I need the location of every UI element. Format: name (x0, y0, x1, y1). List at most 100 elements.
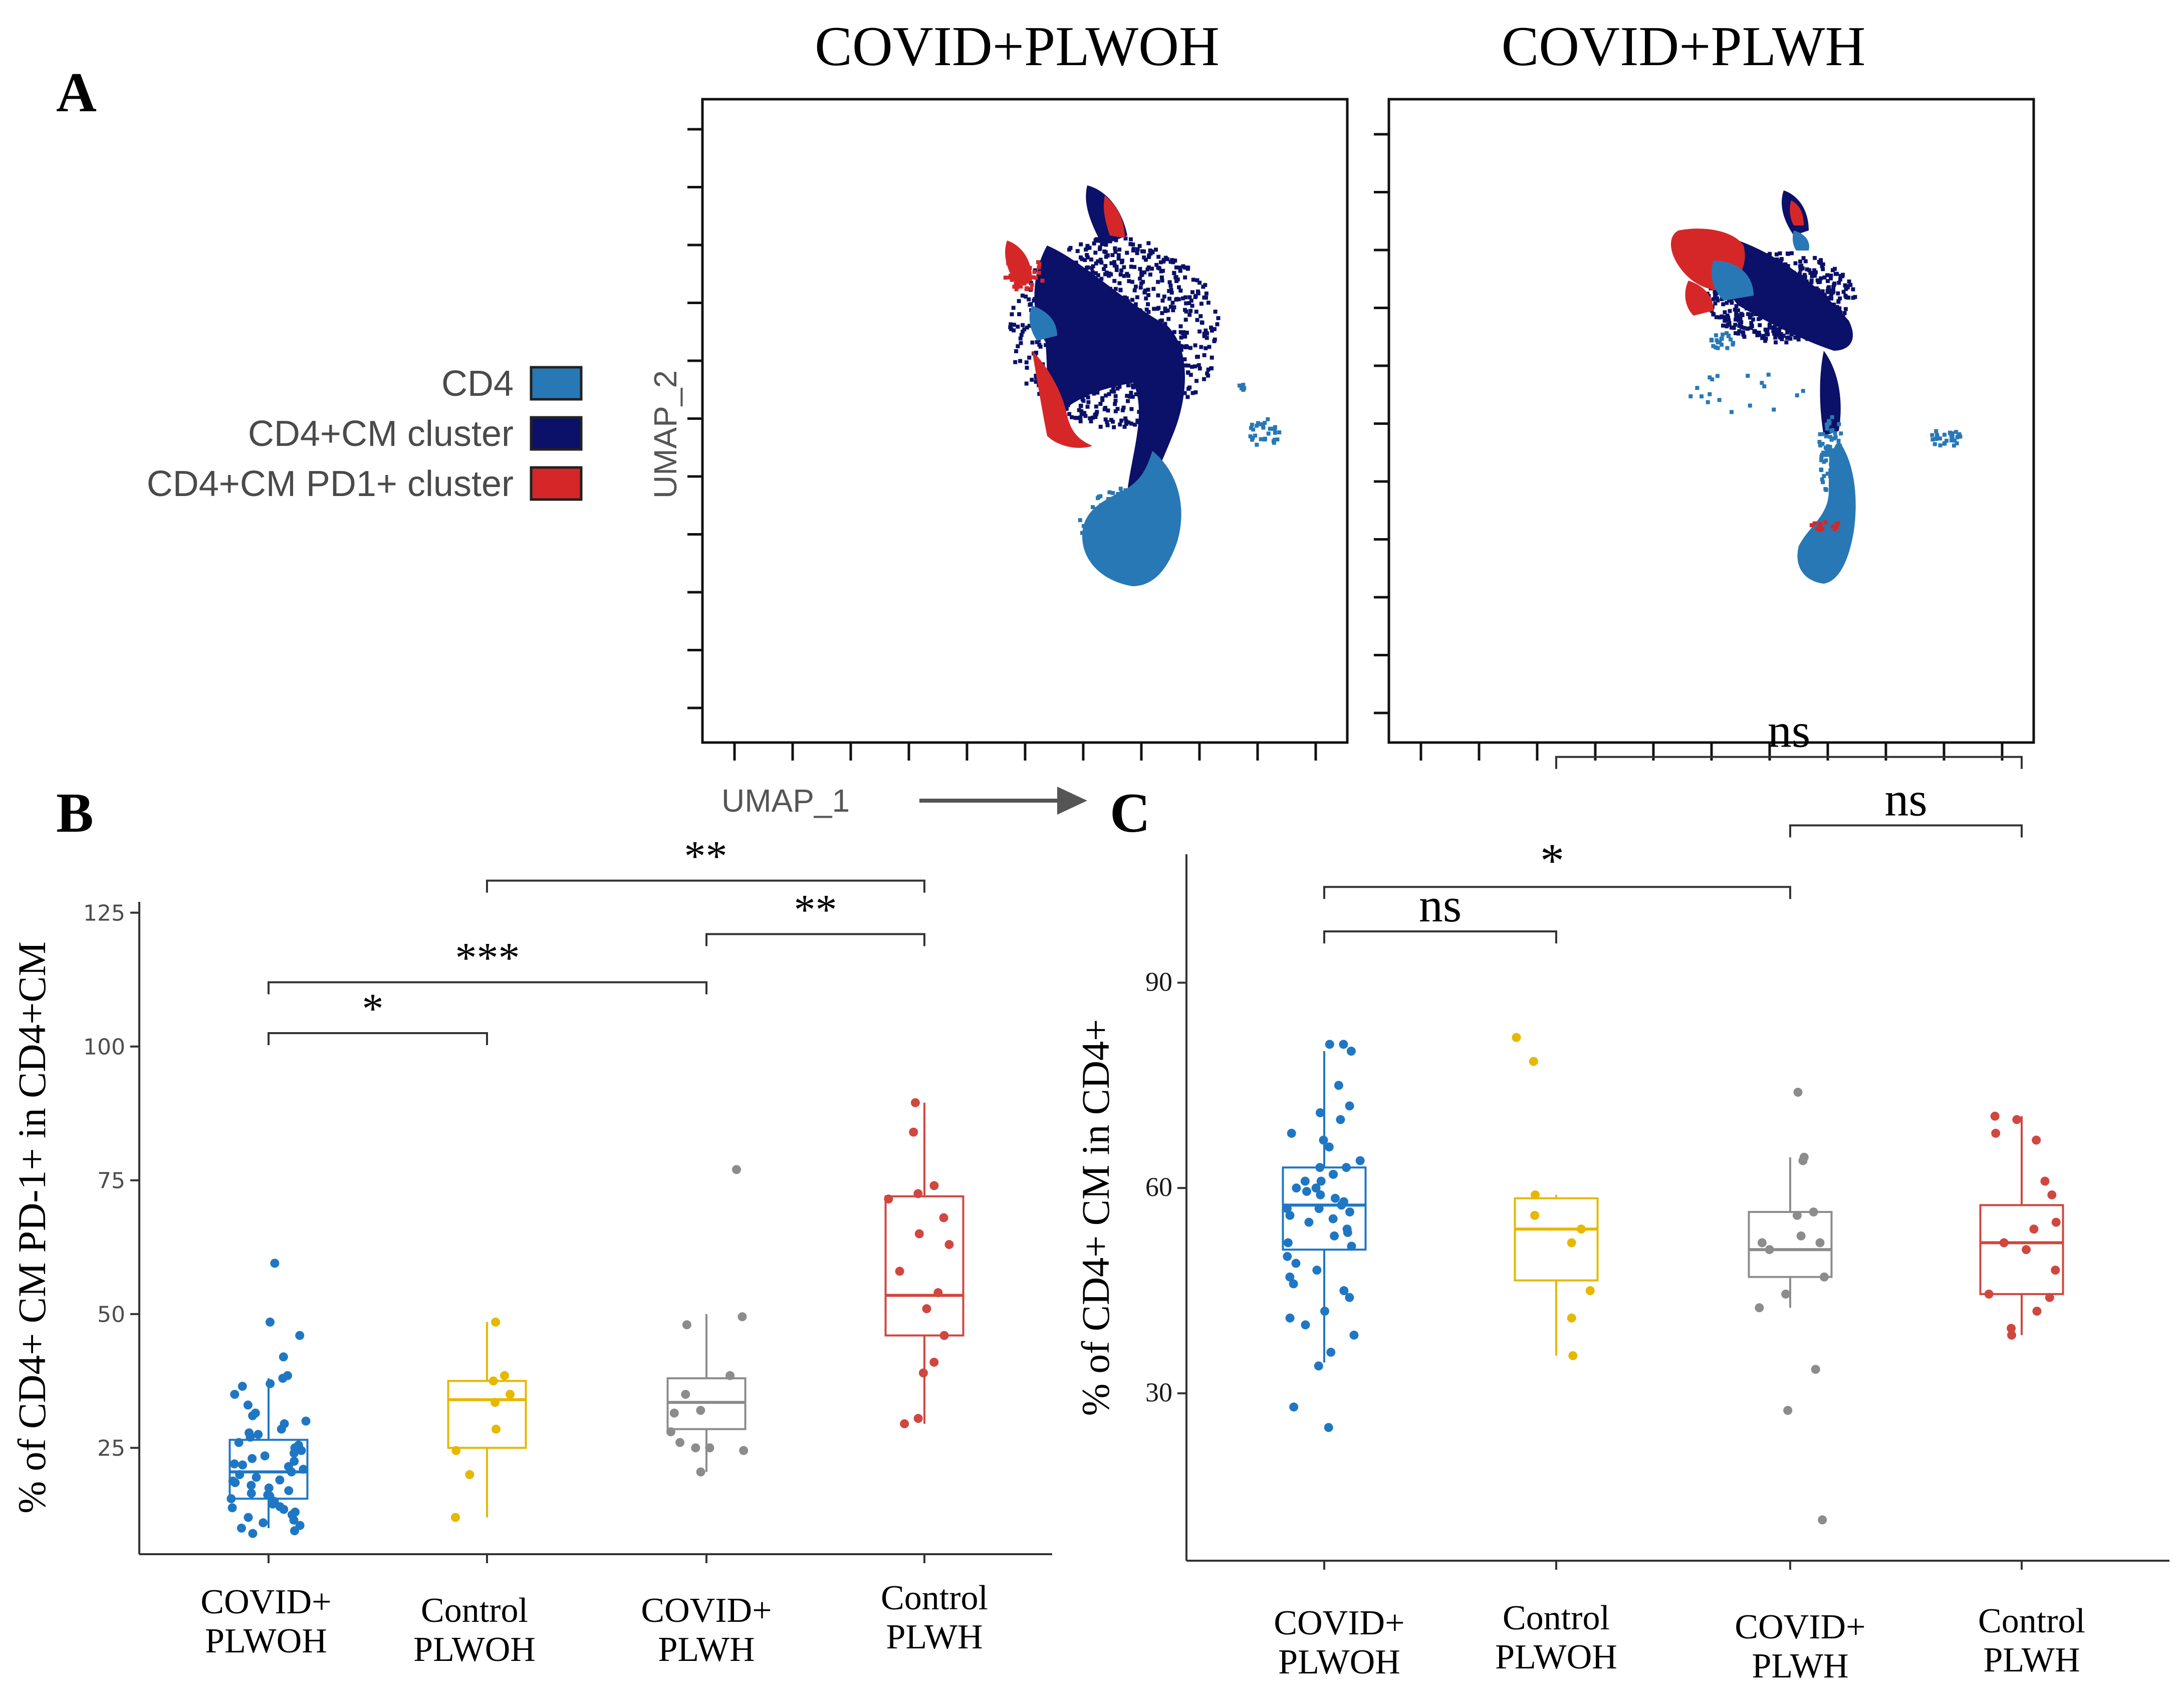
box-iqr (1514, 1197, 1599, 1282)
data-point (669, 1408, 679, 1418)
data-point (1319, 1135, 1328, 1145)
data-point (248, 1529, 258, 1538)
data-point (1984, 1289, 1994, 1299)
legend-swatch-cd4 (530, 366, 583, 401)
umap2-blue-mid (1712, 261, 1754, 301)
legend-label-cd4cm-pd1: CD4+CM PD1+ cluster (147, 464, 514, 504)
significance-label: *** (455, 934, 520, 982)
data-point (913, 1189, 923, 1198)
x-category-label: PLWOH (1278, 1643, 1400, 1681)
data-point (1328, 1214, 1338, 1224)
significance-bracket (1323, 930, 1557, 943)
data-point (675, 1438, 685, 1447)
data-point (1342, 1163, 1351, 1172)
significance-bracket (268, 981, 707, 995)
x-category-label: Control (1978, 1602, 2085, 1640)
data-point (1330, 1193, 1340, 1203)
data-point (732, 1165, 742, 1174)
y-tick-label: 60 (1145, 1172, 1172, 1202)
umap-plot-plwh (1374, 98, 2035, 761)
data-point (489, 1376, 498, 1386)
box-iqr (1748, 1210, 1833, 1278)
data-point (266, 1379, 275, 1388)
data-point (226, 1494, 236, 1504)
data-point (238, 1460, 248, 1470)
data-point (1347, 1242, 1356, 1251)
data-point (1819, 1272, 1829, 1282)
data-point (229, 1459, 239, 1469)
significance-label: ** (794, 885, 837, 933)
umap-title-plwoh: COVID+PLWOH (815, 16, 1220, 78)
umap-title-plwh: COVID+PLWH (1502, 16, 1866, 78)
data-point (290, 1456, 299, 1466)
umap1-blue-scatter (1078, 486, 1170, 569)
y-tick-label: 25 (97, 1436, 125, 1462)
data-point (245, 1428, 254, 1437)
legend-label-cd4: CD4 (441, 364, 514, 404)
data-point (2007, 1330, 2017, 1340)
data-point (895, 1267, 904, 1276)
data-point (279, 1352, 288, 1362)
data-point (465, 1470, 474, 1480)
data-point (666, 1427, 675, 1436)
data-point (900, 1419, 909, 1428)
data-point (243, 1400, 253, 1410)
data-point (1792, 1210, 1802, 1220)
significance-label: * (362, 985, 384, 1033)
y-tick-label: 50 (97, 1302, 125, 1328)
data-point (725, 1371, 735, 1380)
data-point (2047, 1190, 2057, 1199)
data-point (491, 1397, 500, 1407)
data-point (1793, 1087, 1803, 1097)
data-point (2051, 1266, 2060, 1275)
data-point (1324, 1142, 1334, 1152)
data-point (279, 1505, 289, 1514)
data-point (1999, 1238, 2009, 1248)
data-point (1301, 1320, 1310, 1330)
data-point (1287, 1128, 1296, 1138)
data-point (1345, 1101, 1354, 1111)
significance-label: * (1540, 834, 1564, 887)
x-category-label: PLWOH (1495, 1638, 1617, 1676)
data-point (251, 1408, 260, 1418)
data-point (1311, 1183, 1321, 1193)
umap1-blue-right (1248, 417, 1282, 447)
data-point (1285, 1210, 1295, 1220)
data-point (227, 1503, 237, 1513)
data-point (1796, 1231, 1806, 1241)
y-tick-label: 30 (1145, 1377, 1172, 1407)
umap2-top-blue (1792, 230, 1809, 251)
data-point (914, 1229, 924, 1239)
data-point (1326, 1347, 1336, 1357)
data-point (264, 1483, 274, 1493)
x-category-label: COVID+ (1735, 1608, 1865, 1646)
data-point (1349, 1330, 1359, 1340)
significance-bracket (268, 1032, 488, 1045)
data-point (1315, 1163, 1325, 1172)
data-point (1346, 1047, 1356, 1056)
data-point (1815, 1238, 1825, 1248)
data-point (1334, 1081, 1343, 1090)
umap1-blue-far (1237, 383, 1247, 392)
umap-frame-plwoh (701, 98, 1349, 744)
umap-ylabel: UMAP_2 (647, 370, 683, 499)
umap1-cluster-pd1 (1032, 351, 1092, 448)
significance-bracket (1789, 824, 2023, 838)
umap2-red-bottom (1809, 520, 1840, 532)
umap-frame-plwh (1387, 98, 2035, 744)
data-point (1531, 1190, 1540, 1199)
data-point (909, 1127, 918, 1137)
data-point (270, 1259, 280, 1268)
umap1-red-scatter (1003, 260, 1045, 292)
data-point (1292, 1183, 1301, 1193)
data-point (922, 1304, 931, 1314)
umap-legend: CD4 CD4+CM cluster CD4+CM PD1+ cluster (147, 364, 583, 504)
data-point (1339, 1286, 1349, 1296)
data-point (1512, 1033, 1521, 1042)
data-point (248, 1454, 257, 1464)
data-point (2032, 1306, 2042, 1316)
data-point (252, 1473, 261, 1482)
data-point (696, 1467, 705, 1477)
data-point (1324, 1423, 1333, 1432)
legend-swatch-cd4cm-pd1 (530, 466, 583, 501)
